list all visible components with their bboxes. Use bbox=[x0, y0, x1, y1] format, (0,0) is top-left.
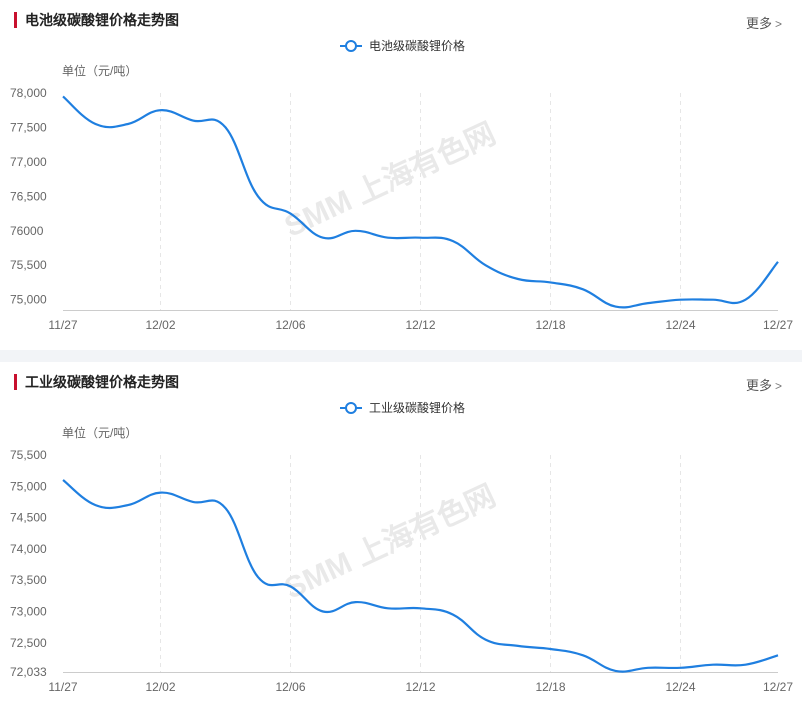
chevron-right-icon: > bbox=[774, 379, 782, 393]
x-tick-label: 12/06 bbox=[275, 318, 305, 332]
y-tick-label: 75,500 bbox=[10, 258, 47, 272]
panel-title: 电池级碳酸锂价格走势图 bbox=[14, 12, 179, 28]
more-label[interactable]: 更多 bbox=[745, 378, 772, 393]
y-tick-label: 73,500 bbox=[10, 573, 47, 587]
x-tick-label: 12/24 bbox=[665, 680, 695, 694]
more-link[interactable]: 更多 > bbox=[746, 13, 782, 32]
x-tick-label: 12/12 bbox=[405, 318, 435, 332]
x-tick-label: 11/27 bbox=[48, 680, 77, 694]
y-tick-label: 72,500 bbox=[10, 636, 47, 650]
x-tick-label: 12/12 bbox=[405, 680, 435, 694]
legend-marker-icon bbox=[345, 40, 357, 52]
y-tick-label: 77,500 bbox=[10, 120, 47, 134]
chart-panel-battery-grade: 电池级碳酸锂价格走势图 更多 > SMM 上海有色网 电池级碳酸锂价格单位（元/吨）… bbox=[0, 0, 802, 350]
y-tick-label: 74,000 bbox=[10, 542, 47, 556]
x-tick-label: 12/02 bbox=[145, 680, 175, 694]
chart-panel-industrial-grade: 工业级碳酸锂价格走势图 更多 > SMM 上海有色网 工业级碳酸锂价格单位（元/吨）… bbox=[0, 362, 802, 714]
legend-label: 工业级碳酸锂价格 bbox=[369, 400, 465, 415]
x-tick-label: 12/02 bbox=[145, 318, 175, 332]
series-line bbox=[62, 479, 779, 673]
y-axis-unit-label: 单位（元/吨） bbox=[62, 63, 137, 78]
y-axis-unit-label: 单位（元/吨） bbox=[62, 425, 137, 440]
y-tick-label: 78,000 bbox=[10, 86, 47, 100]
y-tick-label: 77,000 bbox=[10, 155, 47, 169]
chevron-right-icon: > bbox=[774, 17, 782, 31]
y-tick-label: 76000 bbox=[10, 224, 44, 238]
watermark-text: SMM 上海有色网 bbox=[280, 479, 501, 605]
x-tick-label: 12/27 bbox=[763, 318, 793, 332]
panel-title: 工业级碳酸锂价格走势图 bbox=[14, 374, 179, 390]
watermark-text: SMM 上海有色网 bbox=[280, 117, 501, 243]
y-tick-label: 75,500 bbox=[10, 448, 47, 462]
more-link[interactable]: 更多 > bbox=[746, 375, 782, 394]
legend-label: 电池级碳酸锂价格 bbox=[369, 38, 465, 53]
legend: 电池级碳酸锂价格 bbox=[340, 38, 465, 53]
y-tick-label: 72,033 bbox=[10, 665, 47, 679]
legend-marker-icon bbox=[345, 402, 357, 414]
x-tick-label: 12/18 bbox=[535, 680, 565, 694]
y-tick-label: 75,000 bbox=[10, 479, 47, 493]
y-tick-label: 76,500 bbox=[10, 189, 47, 203]
y-tick-label: 73,000 bbox=[10, 604, 47, 618]
x-tick-label: 12/27 bbox=[763, 680, 793, 694]
x-tick-label: 11/27 bbox=[48, 318, 77, 332]
x-tick-label: 12/24 bbox=[665, 318, 695, 332]
series-line bbox=[62, 95, 779, 309]
more-label[interactable]: 更多 bbox=[745, 16, 772, 31]
y-tick-label: 75,000 bbox=[10, 293, 47, 307]
y-tick-label: 74,500 bbox=[10, 511, 47, 525]
x-tick-label: 12/18 bbox=[535, 318, 565, 332]
legend: 工业级碳酸锂价格 bbox=[340, 400, 465, 415]
x-tick-label: 12/06 bbox=[275, 680, 305, 694]
